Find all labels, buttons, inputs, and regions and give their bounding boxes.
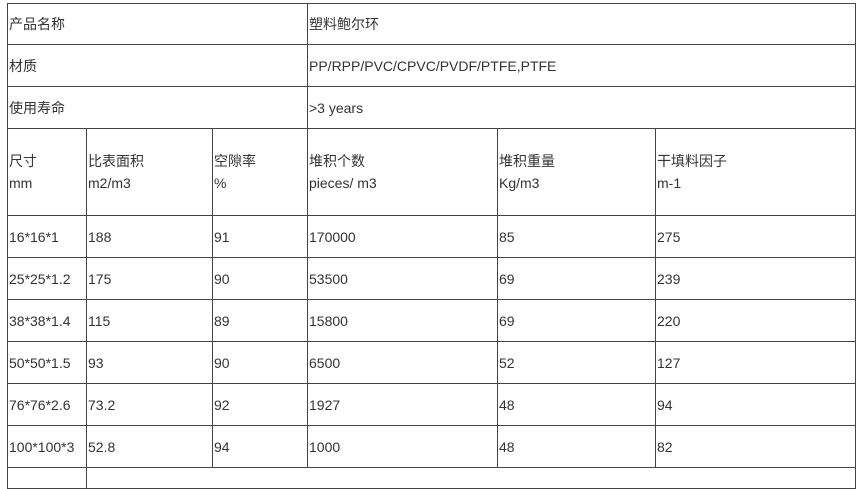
spec-table: 产品名称 塑料鲍尔环 材质 PP/RPP/PVC/CPVC/PVDF/PTFE,… [7,3,856,489]
column-header: 比表面积 m2/m3 [86,128,213,216]
column-header: 尺寸 mm [7,128,87,216]
table-cell: 188 [86,215,213,258]
table-cell: 52.8 [86,425,213,468]
info-row-lifetime: 使用寿命 >3 years [7,86,856,129]
table-cell: 92 [212,383,308,426]
table-cell [86,467,856,489]
table-cell: 275 [655,215,856,258]
table-cell: 220 [655,299,856,342]
table-cell: 115 [86,299,213,342]
column-name: 空隙率 [214,153,256,169]
table-cell: 239 [655,257,856,300]
table-row: 50*50*1.5 93 90 6500 52 127 [7,341,856,384]
column-header: 堆积个数 pieces/ m3 [307,128,498,216]
table-cell: 73.2 [86,383,213,426]
table-cell: 1000 [307,425,498,468]
table-row: 16*16*1 188 91 170000 85 275 [7,215,856,258]
column-unit: pieces/ m3 [309,175,377,191]
column-header: 空隙率% [212,128,308,216]
table-cell: 53500 [307,257,498,300]
table-row-partial [7,467,856,489]
table-cell [7,467,87,489]
column-header-row: 尺寸 mm 比表面积 m2/m3 空隙率% 堆积个数 pieces/ m3 堆积重量 Kg/m3… [7,128,856,216]
table-cell: 69 [497,257,656,300]
table-cell: 90 [212,257,308,300]
table-cell: 89 [212,299,308,342]
table-cell: 100*100*3 [7,425,87,468]
table-cell: 69 [497,299,656,342]
table-cell: 52 [497,341,656,384]
table-row: 100*100*3 52.8 94 1000 48 82 [7,425,856,468]
info-value: PP/RPP/PVC/CPVC/PVDF/PTFE,PTFE [307,44,856,87]
column-unit: Kg/m3 [499,175,540,191]
column-unit: m2/m3 [88,175,131,191]
table-cell: 38*38*1.4 [7,299,87,342]
column-name: 堆积重量 [499,153,555,169]
table-cell: 127 [655,341,856,384]
column-name: 比表面积 [88,153,144,169]
table-cell: 16*16*1 [7,215,87,258]
table-cell: 175 [86,257,213,300]
column-header: 堆积重量 Kg/m3 [497,128,656,216]
table-cell: 50*50*1.5 [7,341,87,384]
info-row-name: 产品名称 塑料鲍尔环 [7,3,856,45]
table-cell: 82 [655,425,856,468]
column-unit: m-1 [657,175,682,191]
info-value: 塑料鲍尔环 [307,3,856,45]
table-cell: 6500 [307,341,498,384]
table-cell: 48 [497,383,656,426]
column-name: 堆积个数 [309,153,365,169]
table-cell: 94 [655,383,856,426]
table-cell: 90 [212,341,308,384]
table-cell: 25*25*1.2 [7,257,87,300]
column-header: 干填料因子 m-1 [655,128,856,216]
column-unit: % [214,175,227,191]
table-cell: 94 [212,425,308,468]
column-name: 尺寸 [9,153,37,169]
table-cell: 1927 [307,383,498,426]
table-cell: 85 [497,215,656,258]
column-name: 干填料因子 [657,153,727,169]
table-cell: 170000 [307,215,498,258]
table-row: 25*25*1.2 175 90 53500 69 239 [7,257,856,300]
table-row: 76*76*2.6 73.2 92 1927 48 94 [7,383,856,426]
info-row-material: 材质 PP/RPP/PVC/CPVC/PVDF/PTFE,PTFE [7,44,856,87]
table-cell: 93 [86,341,213,384]
column-unit: mm [9,175,33,191]
info-label: 产品名称 [7,3,308,45]
table-cell: 48 [497,425,656,468]
info-value: >3 years [307,86,856,129]
table-cell: 91 [212,215,308,258]
table-cell: 76*76*2.6 [7,383,87,426]
table-cell: 15800 [307,299,498,342]
info-label: 材质 [7,44,308,87]
info-label: 使用寿命 [7,86,308,129]
table-row: 38*38*1.4 115 89 15800 69 220 [7,299,856,342]
